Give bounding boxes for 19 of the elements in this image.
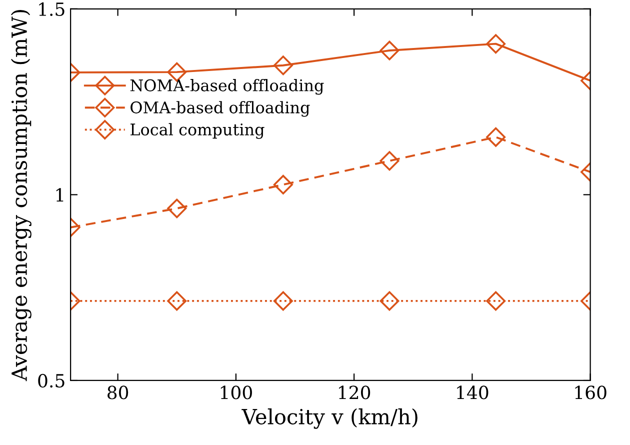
y-axis-title: Average energy consumption (mW) [10,10,32,382]
x-tick-label: 160 [575,386,606,400]
x-tick-label: 80 [108,386,128,400]
x-tick-label: 120 [339,386,370,400]
point [380,151,400,171]
y-tick-label: 0.5 [38,374,64,388]
point [273,291,293,311]
x-tick-label: 140 [457,386,488,400]
legend-label: NOMA-based offloading [130,79,324,95]
legend-label: OMA-based offloading [130,101,310,117]
point [380,40,400,60]
point [273,174,293,194]
y-tick-label: 1.5 [39,2,64,16]
x-axis-title: Velocity v (km/h) [242,408,418,429]
point [380,291,400,311]
x-tick-label: 100 [220,386,252,400]
point [273,56,293,76]
y-tick-label: 1 [56,188,64,202]
legend-label: Local computing [130,123,264,139]
